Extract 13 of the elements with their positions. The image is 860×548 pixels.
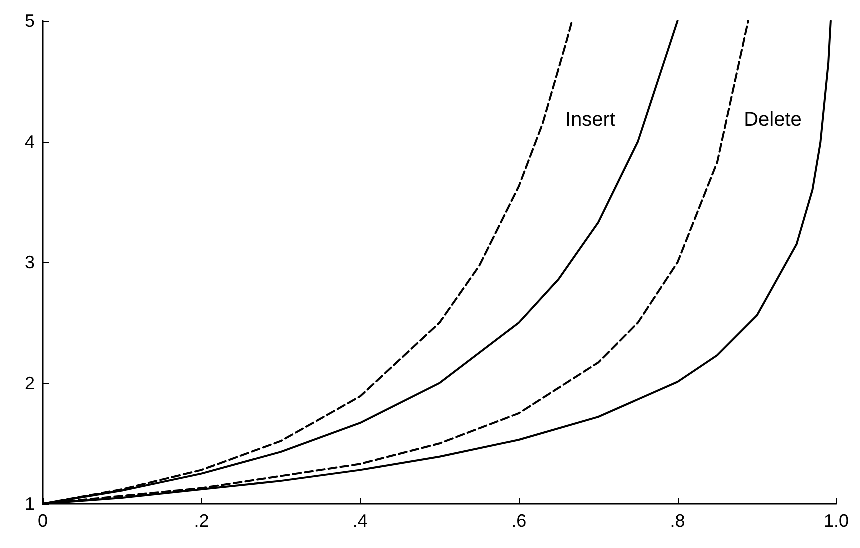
- x-tick-label: 0: [38, 511, 48, 531]
- x-tick-label: .8: [670, 511, 686, 531]
- x-tick-label: 1.0: [824, 511, 850, 531]
- annotation: Delete: [744, 109, 802, 132]
- y-tick-label: 1: [24, 494, 35, 514]
- y-tick-label: 4: [24, 132, 35, 152]
- x-tick-label: .4: [352, 511, 368, 531]
- y-tick-label: 2: [24, 373, 35, 394]
- x-tick-label: .6: [512, 511, 527, 531]
- annotation: Insert: [565, 109, 616, 132]
- x-tick-label: .2: [194, 511, 210, 531]
- y-tick-label: 5: [24, 11, 35, 31]
- y-tick-label: 3: [24, 252, 35, 272]
